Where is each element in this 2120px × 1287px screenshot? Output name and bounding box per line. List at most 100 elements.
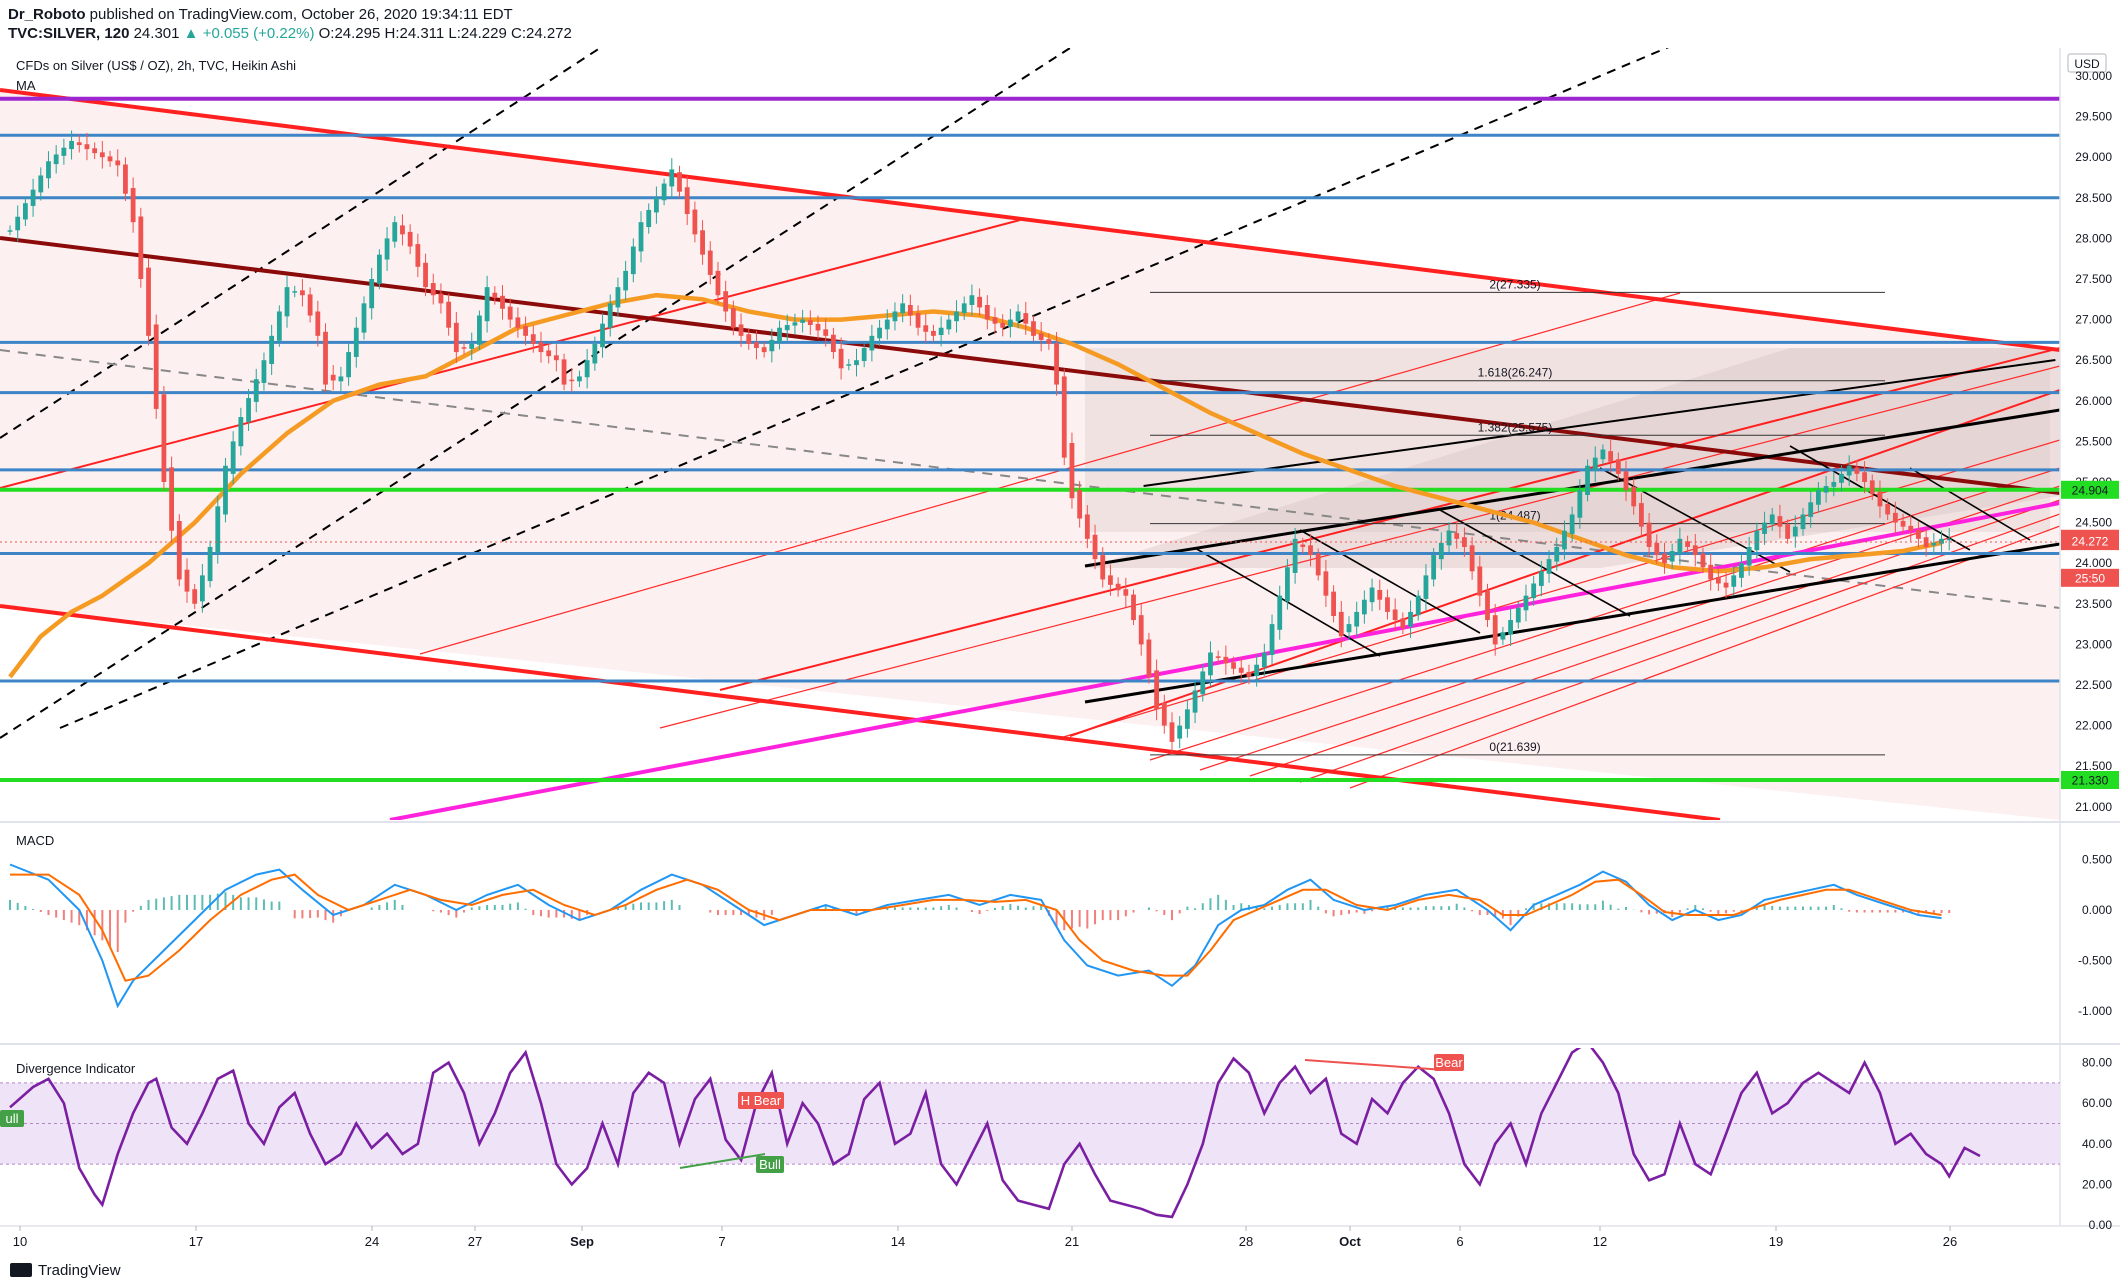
candle-210 xyxy=(1623,460,1629,501)
up-arrow-icon: ▲ xyxy=(183,25,199,42)
publish-info: published on TradingView.com, October 26… xyxy=(89,6,513,23)
price-tick-1: 29.500 xyxy=(2075,110,2112,124)
candle-245 xyxy=(1892,501,1898,534)
candle-203 xyxy=(1569,506,1575,542)
candle-163 xyxy=(1261,643,1267,676)
candle-186 xyxy=(1438,532,1444,570)
candle-161 xyxy=(1246,664,1252,685)
candle-63 xyxy=(492,286,498,305)
candle-236 xyxy=(1823,476,1829,503)
bull-divergence-line xyxy=(679,1153,766,1169)
candle-170 xyxy=(1315,548,1321,581)
price-tick-6: 27.000 xyxy=(2075,313,2112,327)
price-tick-18: 21.000 xyxy=(2075,800,2112,814)
candle-50 xyxy=(392,216,398,248)
candle-56 xyxy=(438,283,444,314)
candle-123 xyxy=(954,300,959,333)
candle-20 xyxy=(161,385,167,491)
candle-133 xyxy=(1031,315,1036,342)
signal-line xyxy=(10,873,1942,982)
candle-206 xyxy=(1592,446,1598,482)
candle-6 xyxy=(53,145,59,174)
candle-146 xyxy=(1131,589,1136,626)
candle-195 xyxy=(1508,608,1513,647)
currency-badge[interactable]: USD xyxy=(2074,57,2100,71)
svg-text:25:50: 25:50 xyxy=(2075,571,2105,585)
candle-72 xyxy=(561,353,567,391)
candle-71 xyxy=(553,344,559,372)
candle-200 xyxy=(1546,550,1552,583)
candle-119 xyxy=(923,314,929,343)
candle-95 xyxy=(738,313,744,347)
candle-115 xyxy=(892,302,898,331)
symbol-line: TVC:SILVER, 120 24.301 ▲ +0.055 (+0.22%)… xyxy=(8,25,572,42)
x-tick-6: 14 xyxy=(891,1234,905,1249)
tradingview-logo[interactable]: TradingView xyxy=(10,1262,121,1279)
candle-145 xyxy=(1123,577,1129,608)
candle-45 xyxy=(353,317,359,368)
candle-84 xyxy=(654,186,659,224)
candle-23 xyxy=(184,558,190,603)
candle-69 xyxy=(538,331,544,363)
candle-28 xyxy=(223,457,228,523)
candle-178 xyxy=(1377,579,1383,611)
candle-240 xyxy=(1854,459,1860,482)
macd-tick-3: -1.000 xyxy=(2078,1004,2112,1018)
candle-197 xyxy=(1523,584,1529,622)
rsi-tick-1: 60.00 xyxy=(2082,1096,2112,1110)
chart-header: Dr_Roboto published on TradingView.com, … xyxy=(0,0,2120,48)
candle-65 xyxy=(507,298,513,328)
macd-axis[interactable]: 0.500 0.000 -0.500 -1.000 xyxy=(2078,853,2112,1019)
candle-18 xyxy=(146,258,151,346)
price-tick-2: 29.000 xyxy=(2075,150,2112,164)
candle-29 xyxy=(230,431,236,485)
candle-237 xyxy=(1831,472,1837,497)
macd-pane[interactable] xyxy=(9,863,1951,1009)
candle-155 xyxy=(1200,664,1206,702)
red-lower-descending-line xyxy=(0,604,1721,820)
divergence-pane[interactable] xyxy=(0,1042,2060,1219)
candle-79 xyxy=(615,277,621,317)
candle-46 xyxy=(361,296,367,340)
candle-248 xyxy=(1916,521,1921,548)
author-name[interactable]: Dr_Roboto xyxy=(8,6,86,23)
candle-48 xyxy=(376,249,382,290)
symbol-label: TVC:SILVER, 120 xyxy=(8,25,130,42)
x-tick-7: 21 xyxy=(1065,1234,1079,1249)
ull-label-bg xyxy=(0,1110,24,1127)
ma-indicator-label[interactable]: MA xyxy=(16,78,36,93)
candle-33 xyxy=(261,352,267,391)
candle-62 xyxy=(484,275,490,333)
candle-51 xyxy=(400,214,405,246)
rsi-axis[interactable]: 80.00 60.00 40.00 20.00 0.00 xyxy=(2082,1056,2112,1232)
dark-red-trendline xyxy=(0,236,2060,495)
candle-154 xyxy=(1192,679,1198,724)
candle-164 xyxy=(1269,614,1275,665)
main-price-axis[interactable]: 30.000 29.500 29.000 28.500 28.000 27.500 27.0… xyxy=(2075,69,2112,814)
main-pane[interactable]: 2(27.335)1.618(26.247)1.382(25.575)1(24.… xyxy=(0,48,2060,820)
candle-204 xyxy=(1577,479,1583,529)
candle-225 xyxy=(1739,553,1744,588)
svg-text:24.272: 24.272 xyxy=(2072,535,2109,549)
candle-107 xyxy=(830,327,836,359)
bear-label-bg xyxy=(1434,1054,1464,1071)
candle-121 xyxy=(938,316,944,347)
candle-85 xyxy=(661,178,667,206)
rsi-line xyxy=(9,1048,1981,1219)
candle-219 xyxy=(1692,533,1698,567)
candle-58 xyxy=(453,311,459,364)
candle-147 xyxy=(1138,603,1144,656)
candle-243 xyxy=(1877,480,1883,518)
price-tag-4: 21.330 xyxy=(2061,771,2119,790)
dashed-trendline-3 xyxy=(59,48,1669,729)
divergence-labels: H Bear Bull Bear ull xyxy=(0,1054,1464,1173)
dashed-trendline-1 xyxy=(0,48,1071,739)
macd-pane-title[interactable]: MACD xyxy=(16,833,54,848)
candle-218 xyxy=(1685,535,1690,553)
chart-canvas[interactable]: 2(27.335)1.618(26.247)1.382(25.575)1(24.… xyxy=(0,48,2120,1256)
price-tag-2: 24.272 xyxy=(2061,532,2119,551)
divergence-pane-title[interactable]: Divergence Indicator xyxy=(16,1061,136,1076)
time-axis[interactable]: 10 17 24 27 Sep 7 14 21 28 Oct 6 12 19 26 xyxy=(13,1226,1957,1249)
rsi-tick-0: 80.00 xyxy=(2082,1056,2112,1070)
candle-94 xyxy=(730,300,736,336)
